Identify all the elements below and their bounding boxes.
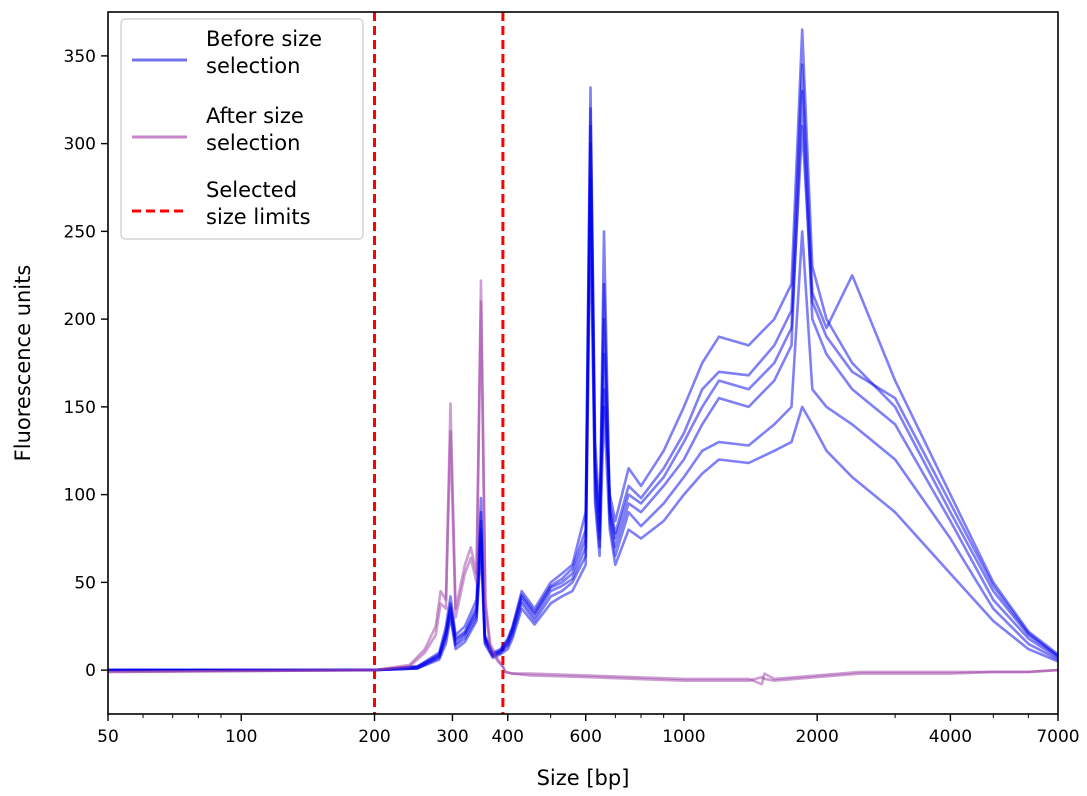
series-line-8 — [108, 300, 1058, 683]
y-tick-label: 0 — [85, 661, 96, 681]
legend-frame — [120, 18, 364, 240]
legend-label-3: Selected size limits — [206, 178, 311, 229]
x-axis-label: Size [bp] — [537, 766, 630, 790]
y-tick-label: 350 — [64, 47, 96, 67]
series-line-5 — [108, 177, 1058, 672]
x-tick-label: 300 — [436, 727, 468, 747]
x-tick-label: 50 — [97, 727, 119, 747]
legend: Before size selection After size selection S… — [120, 18, 364, 240]
legend-label-2: After size selection — [206, 104, 304, 155]
x-tick-label: 4000 — [929, 727, 972, 747]
y-tick-label: 300 — [64, 135, 96, 155]
x-tick-label: 400 — [492, 727, 524, 747]
x-tick-label: 7000 — [1036, 727, 1079, 747]
y-tick-label: 200 — [64, 310, 96, 330]
x-tick-label: 100 — [225, 727, 257, 747]
y-tick-label: 50 — [74, 573, 96, 593]
series-layer — [108, 28, 1058, 686]
y-axis-label: Fluorescence units — [11, 265, 35, 462]
y-tick-label: 250 — [64, 222, 96, 242]
size-limit-lines — [373, 12, 505, 714]
y-tick-label: 100 — [64, 486, 96, 506]
y-tick-label: 150 — [64, 398, 96, 418]
legend-label-1: Before size selection — [206, 27, 322, 78]
x-tick-label: 600 — [569, 727, 601, 747]
x-tick-label: 1000 — [662, 727, 705, 747]
y-axis: 0 50 100 150 200 250 300 350 — [64, 47, 108, 681]
x-tick-label: 200 — [358, 727, 390, 747]
x-axis: 50 100 200 300 400 600 1000 2000 4000 7000 — [97, 714, 1080, 747]
plot-frame — [107, 11, 1059, 715]
x-tick-label: 2000 — [796, 727, 839, 747]
series-line-6 — [108, 124, 1058, 672]
